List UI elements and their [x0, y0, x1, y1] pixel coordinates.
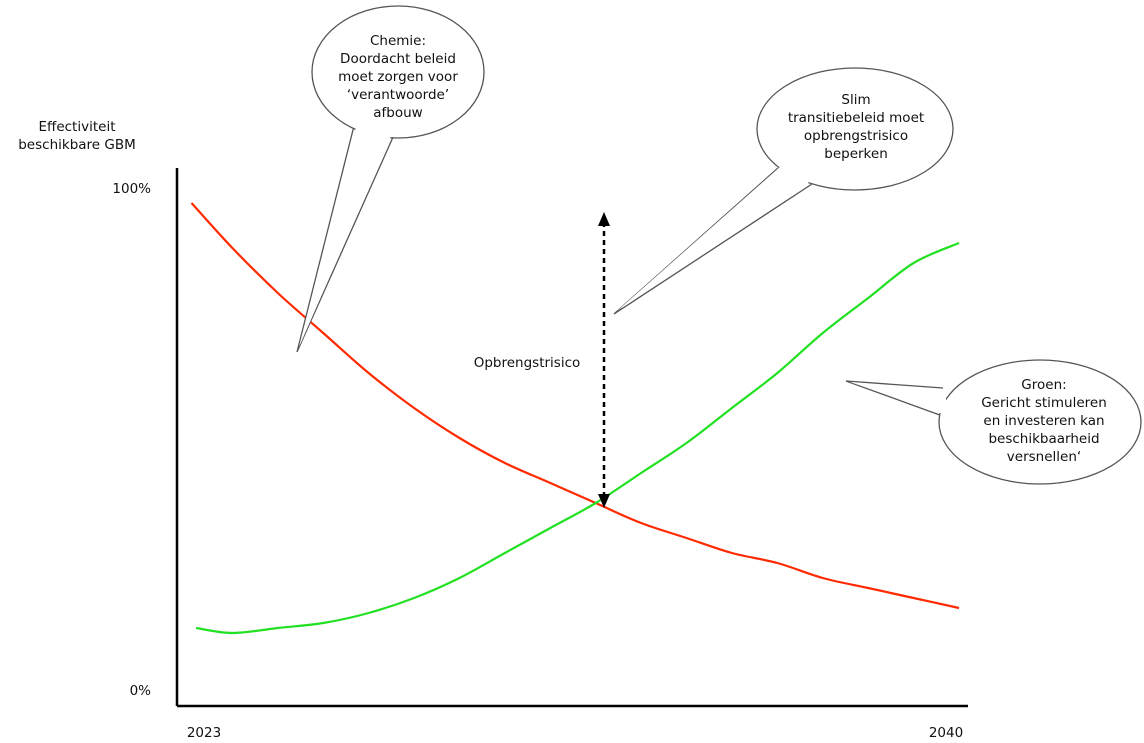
risk-arrow-head-down	[598, 494, 610, 508]
svg-text:‘verantwoorde’: ‘verantwoorde’	[347, 87, 449, 103]
risk-arrow-head-up	[598, 212, 610, 226]
speech-bubble-chemie: Chemie: Doordacht beleid moet zorgen voo…	[296, 5, 485, 353]
series-line-chemie	[190, 202, 960, 610]
speech-bubble-groen: Groen: Gericht stimuleren en investeren …	[845, 359, 1142, 485]
svg-text:Groen:: Groen:	[1021, 377, 1066, 393]
speech-bubble-slim: Slim transitiebeleid moet opbrengstrisic…	[613, 67, 954, 315]
y-tick-0: 0%	[130, 683, 152, 699]
svg-text:Chemie:: Chemie:	[370, 33, 426, 49]
svg-text:beperken: beperken	[824, 146, 888, 162]
svg-text:opbrengstrisico: opbrengstrisico	[804, 128, 908, 144]
svg-text:en investeren kan: en investeren kan	[983, 413, 1104, 429]
svg-text:Slim: Slim	[841, 92, 870, 108]
x-tick-2040: 2040	[929, 725, 963, 741]
y-tick-100: 100%	[112, 181, 151, 197]
svg-text:beschikbaarheid: beschikbaarheid	[988, 431, 1099, 447]
risk-arrow-label: Opbrengstrisico	[474, 355, 581, 371]
svg-text:Gericht stimuleren: Gericht stimuleren	[981, 395, 1107, 411]
svg-text:transitiebeleid moet: transitiebeleid moet	[788, 110, 924, 126]
y-axis-label-line-1: Effectiviteit	[39, 119, 116, 135]
svg-text:afbouw: afbouw	[373, 105, 422, 121]
svg-text:Doordacht beleid: Doordacht beleid	[340, 51, 456, 67]
svg-text:versnellen‘: versnellen‘	[1007, 449, 1081, 465]
y-axis-label-line-2: beschikbare GBM	[18, 137, 136, 153]
svg-text:moet zorgen voor: moet zorgen voor	[338, 69, 458, 85]
x-tick-2023: 2023	[187, 725, 221, 741]
series-line-groen	[195, 241, 960, 635]
